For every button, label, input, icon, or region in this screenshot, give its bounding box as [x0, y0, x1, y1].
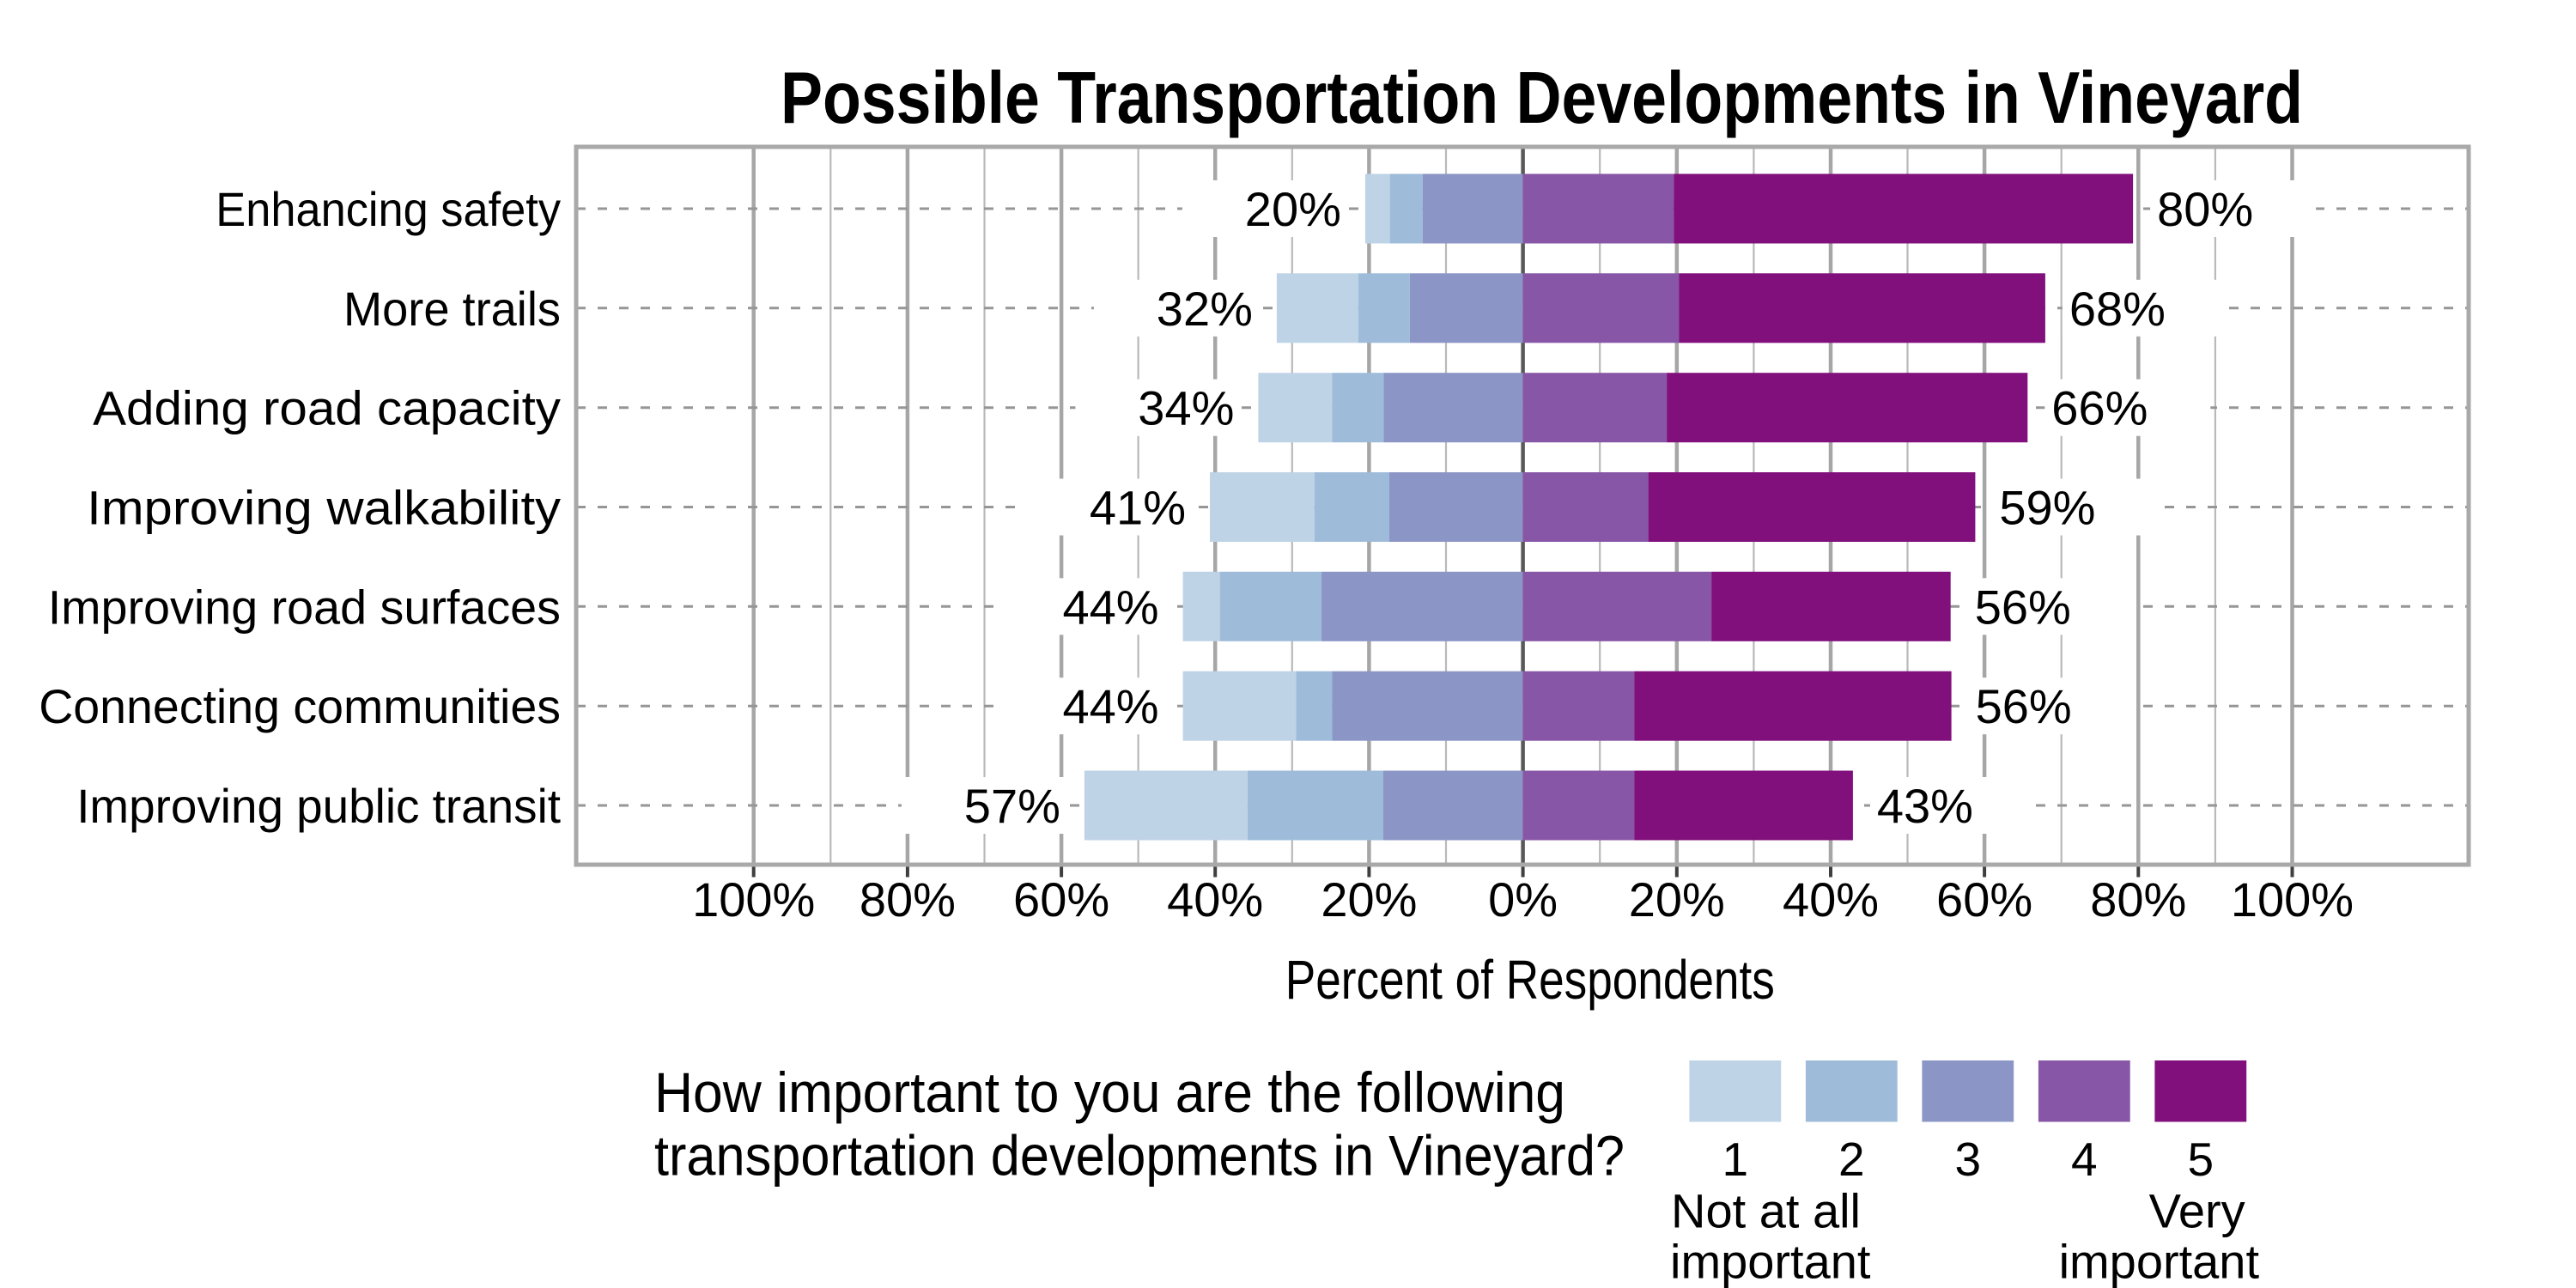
svg-text:100%: 100%	[692, 872, 815, 927]
svg-text:43%: 43%	[1877, 779, 1973, 833]
svg-text:60%: 60%	[1936, 872, 2032, 927]
svg-text:20%: 20%	[1321, 872, 1417, 927]
svg-text:34%: 34%	[1138, 381, 1234, 435]
svg-text:important: important	[1670, 1235, 1871, 1288]
svg-text:68%: 68%	[2069, 282, 2166, 336]
svg-text:1: 1	[1722, 1133, 1749, 1186]
svg-text:56%: 56%	[1976, 679, 2072, 733]
svg-text:44%: 44%	[1063, 580, 1159, 634]
svg-text:More trails: More trails	[343, 282, 561, 336]
svg-text:40%: 40%	[1167, 872, 1263, 927]
svg-text:Percent of Respondents: Percent of Respondents	[1285, 949, 1775, 1011]
svg-text:60%: 60%	[1013, 872, 1109, 927]
svg-text:important: important	[2059, 1235, 2260, 1288]
svg-text:56%: 56%	[1975, 580, 2071, 634]
svg-text:41%: 41%	[1090, 481, 1186, 535]
svg-text:Very: Very	[2149, 1184, 2245, 1238]
svg-text:Enhancing safety: Enhancing safety	[216, 182, 561, 236]
svg-text:2: 2	[1838, 1133, 1865, 1186]
svg-text:Adding road capacity: Adding road capacity	[93, 381, 561, 435]
svg-text:80%: 80%	[2090, 872, 2186, 927]
svg-text:40%: 40%	[1783, 872, 1879, 927]
svg-text:transportation developments in: transportation developments in Vineyard?	[654, 1124, 1625, 1188]
svg-text:3: 3	[1955, 1133, 1982, 1186]
svg-text:20%: 20%	[1245, 182, 1341, 236]
svg-text:32%: 32%	[1157, 282, 1253, 336]
svg-text:How important to you are the f: How important to you are the following	[654, 1060, 1565, 1124]
svg-text:20%: 20%	[1629, 872, 1725, 927]
svg-text:66%: 66%	[2051, 381, 2148, 435]
svg-text:Connecting communities: Connecting communities	[39, 679, 561, 733]
svg-text:44%: 44%	[1063, 679, 1159, 733]
svg-text:Improving road surfaces: Improving road surfaces	[48, 580, 561, 634]
svg-text:Not at all: Not at all	[1671, 1184, 1861, 1238]
svg-text:59%: 59%	[1999, 481, 2095, 535]
svg-text:Possible Transportation Develo: Possible Transportation Developments in …	[781, 58, 2303, 139]
svg-text:Improving walkability: Improving walkability	[87, 481, 561, 535]
svg-text:Improving public transit: Improving public transit	[76, 779, 561, 833]
svg-text:80%: 80%	[860, 872, 956, 927]
svg-text:5: 5	[2188, 1133, 2215, 1186]
svg-text:100%: 100%	[2231, 872, 2354, 927]
svg-text:4: 4	[2071, 1133, 2098, 1186]
svg-text:80%: 80%	[2157, 182, 2253, 236]
svg-text:0%: 0%	[1488, 872, 1558, 927]
svg-text:57%: 57%	[964, 779, 1060, 833]
